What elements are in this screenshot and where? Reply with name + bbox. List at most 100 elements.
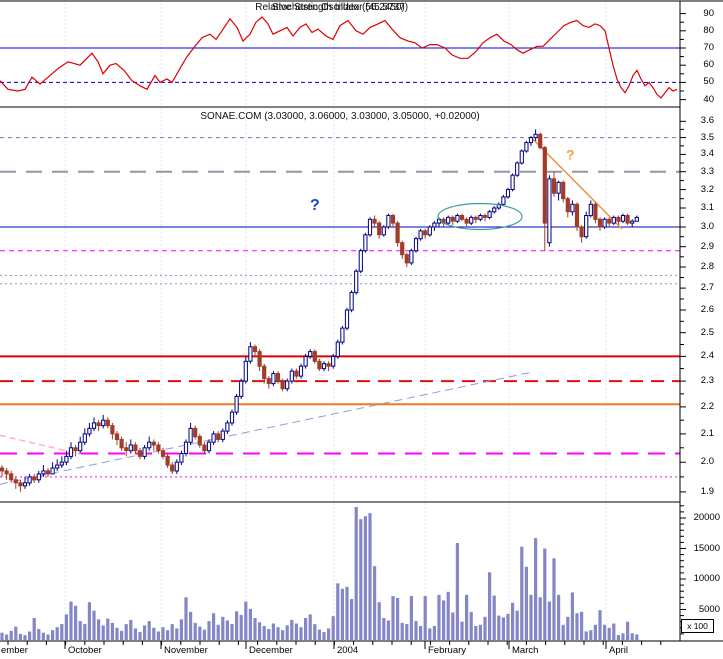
candle-body <box>298 365 304 377</box>
candle-body <box>551 178 557 194</box>
volume-bar <box>244 601 248 640</box>
volume-bar <box>129 619 133 640</box>
candle-body <box>390 215 396 224</box>
volume-bar <box>630 633 634 640</box>
candle-body <box>367 218 373 236</box>
indicator-axis-label: 80 <box>703 24 714 36</box>
volume-bar <box>5 634 9 640</box>
volume-bar <box>235 611 239 640</box>
volume-bar <box>46 634 50 640</box>
volume-bar <box>359 519 363 640</box>
volume-bar <box>561 624 565 641</box>
volume-bar <box>101 625 105 640</box>
volume-bar <box>593 624 597 641</box>
volume-bar <box>534 538 538 640</box>
candle-body <box>59 461 64 466</box>
candle-body <box>492 207 497 213</box>
volume-bar <box>547 601 551 640</box>
candle-body <box>358 250 363 272</box>
candle-body <box>170 464 175 472</box>
volume-bar <box>285 625 289 640</box>
volume-bar <box>442 600 446 640</box>
candle-body <box>561 181 566 200</box>
candle-body <box>372 218 377 224</box>
candle-body <box>216 433 221 440</box>
candle-body <box>36 473 41 481</box>
candle-body <box>584 215 589 238</box>
volume-bar <box>524 566 528 640</box>
volume-bar <box>271 623 275 640</box>
candle-body <box>285 380 290 390</box>
volume-bar <box>64 614 68 640</box>
candle-body <box>542 147 547 224</box>
candle-body <box>427 226 432 236</box>
candle-body <box>101 419 106 427</box>
volume-bar <box>0 632 4 640</box>
volume-bar <box>603 624 607 641</box>
volume-bar <box>225 620 229 640</box>
volume-bar <box>202 629 206 640</box>
volume-bar <box>175 628 179 640</box>
price-axis-label: 2.2 <box>700 400 714 412</box>
candle-body <box>110 425 115 435</box>
volume-bar <box>621 633 625 640</box>
price-axis-label: 2.6 <box>700 303 714 315</box>
candle-body <box>547 178 552 244</box>
indicator-axis-label: 90 <box>703 7 714 19</box>
candle-body <box>266 378 271 385</box>
volume-bar <box>9 630 13 640</box>
indicator-axis-label: 50 <box>703 76 714 88</box>
volume-bar <box>432 626 436 640</box>
volume-bar <box>501 617 505 640</box>
candle-body <box>225 422 230 432</box>
candle-body <box>510 174 515 190</box>
candle-body <box>505 189 511 198</box>
volume-bar <box>616 635 620 640</box>
candle-body <box>9 473 14 481</box>
volume-bar <box>152 627 156 640</box>
candle-body <box>597 218 603 228</box>
volume-bar <box>74 605 78 640</box>
volume-bar <box>350 599 354 640</box>
volume-bar <box>405 624 409 640</box>
candle-body <box>317 360 322 370</box>
candle-body <box>423 230 428 236</box>
volume-bar <box>276 627 280 640</box>
volume-bar <box>488 572 492 640</box>
candle-body <box>114 433 120 440</box>
volume-axis-label: 15000 <box>693 542 720 554</box>
candle-body <box>124 447 129 452</box>
indicator-axis-label: 40 <box>703 93 714 105</box>
volume-bar <box>626 621 630 640</box>
candle-body <box>574 203 580 228</box>
candle-body <box>0 467 5 472</box>
volume-unit-box: x 100 <box>681 619 714 633</box>
volume-bar <box>207 621 211 640</box>
volume-bar <box>216 624 220 641</box>
volume-bar <box>455 543 459 640</box>
volume-bar <box>543 548 547 640</box>
candle-body <box>331 355 336 367</box>
candle-body <box>413 238 419 252</box>
volume-bar <box>193 622 197 640</box>
candle-body <box>501 196 506 205</box>
candle-body <box>119 438 124 449</box>
price-axis-label: 3.6 <box>700 115 714 127</box>
candle-body <box>409 250 414 264</box>
price-axis-label: 2.7 <box>700 282 714 294</box>
indicator-axis-label: 60 <box>703 59 714 71</box>
month-label: October <box>68 645 102 656</box>
indicator-line <box>0 16 678 99</box>
volume-bar <box>294 623 298 640</box>
volume-bar <box>377 602 381 640</box>
candle-body <box>197 436 202 446</box>
candle-body <box>188 427 193 443</box>
candle-body <box>252 346 258 353</box>
candle-body <box>570 203 575 213</box>
volume-axis-label: 5000 <box>698 603 720 615</box>
candle-body <box>377 222 382 236</box>
volume-bar <box>69 601 73 640</box>
candle-body <box>137 450 143 457</box>
volume-bar <box>110 622 114 640</box>
